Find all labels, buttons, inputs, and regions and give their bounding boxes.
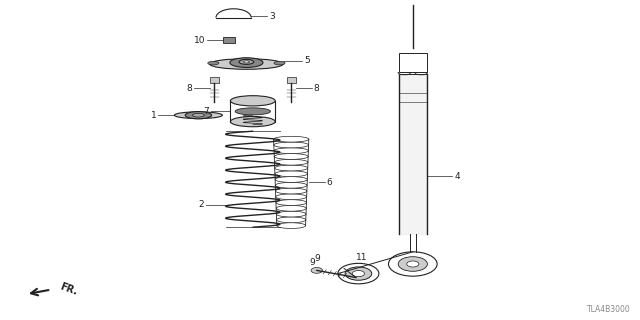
Ellipse shape — [276, 217, 306, 223]
Circle shape — [338, 263, 379, 284]
Ellipse shape — [243, 61, 250, 63]
Text: 10: 10 — [194, 36, 205, 44]
Bar — [210, 77, 219, 83]
Text: 5: 5 — [305, 56, 310, 65]
Ellipse shape — [274, 148, 308, 154]
Text: 8: 8 — [314, 84, 319, 92]
Circle shape — [345, 267, 372, 280]
Ellipse shape — [193, 113, 204, 117]
Text: 11: 11 — [356, 253, 367, 262]
Ellipse shape — [210, 59, 283, 69]
Ellipse shape — [276, 200, 307, 205]
Ellipse shape — [208, 61, 219, 65]
Ellipse shape — [274, 142, 308, 148]
Text: 1: 1 — [151, 111, 157, 120]
Ellipse shape — [277, 223, 306, 228]
Text: TLA4B3000: TLA4B3000 — [587, 305, 630, 314]
Ellipse shape — [236, 108, 271, 115]
Text: 6: 6 — [327, 178, 332, 187]
Ellipse shape — [230, 58, 263, 68]
Ellipse shape — [275, 171, 307, 177]
Text: FR.: FR. — [59, 281, 79, 297]
Ellipse shape — [276, 194, 307, 200]
Ellipse shape — [230, 96, 275, 106]
Ellipse shape — [275, 182, 307, 188]
Ellipse shape — [239, 60, 254, 64]
Ellipse shape — [275, 188, 307, 194]
Ellipse shape — [275, 159, 308, 165]
Text: 7: 7 — [204, 107, 209, 116]
Circle shape — [398, 257, 428, 271]
Circle shape — [388, 252, 437, 276]
Text: 3: 3 — [269, 12, 275, 20]
Ellipse shape — [275, 177, 307, 182]
Ellipse shape — [230, 116, 275, 127]
Ellipse shape — [185, 112, 212, 119]
Circle shape — [352, 270, 365, 277]
Ellipse shape — [274, 61, 285, 65]
Text: 4: 4 — [454, 172, 460, 180]
Ellipse shape — [275, 165, 308, 171]
Text: 9: 9 — [309, 258, 315, 267]
Bar — [223, 37, 235, 43]
Ellipse shape — [276, 211, 306, 217]
Text: 2: 2 — [199, 200, 205, 209]
Text: 9: 9 — [314, 254, 319, 263]
Bar — [287, 77, 296, 83]
Ellipse shape — [174, 112, 223, 118]
Circle shape — [407, 261, 419, 267]
Ellipse shape — [275, 154, 308, 159]
Bar — [399, 53, 427, 72]
Circle shape — [311, 268, 323, 273]
Text: 8: 8 — [186, 84, 192, 92]
Ellipse shape — [276, 205, 307, 211]
Ellipse shape — [274, 136, 309, 142]
